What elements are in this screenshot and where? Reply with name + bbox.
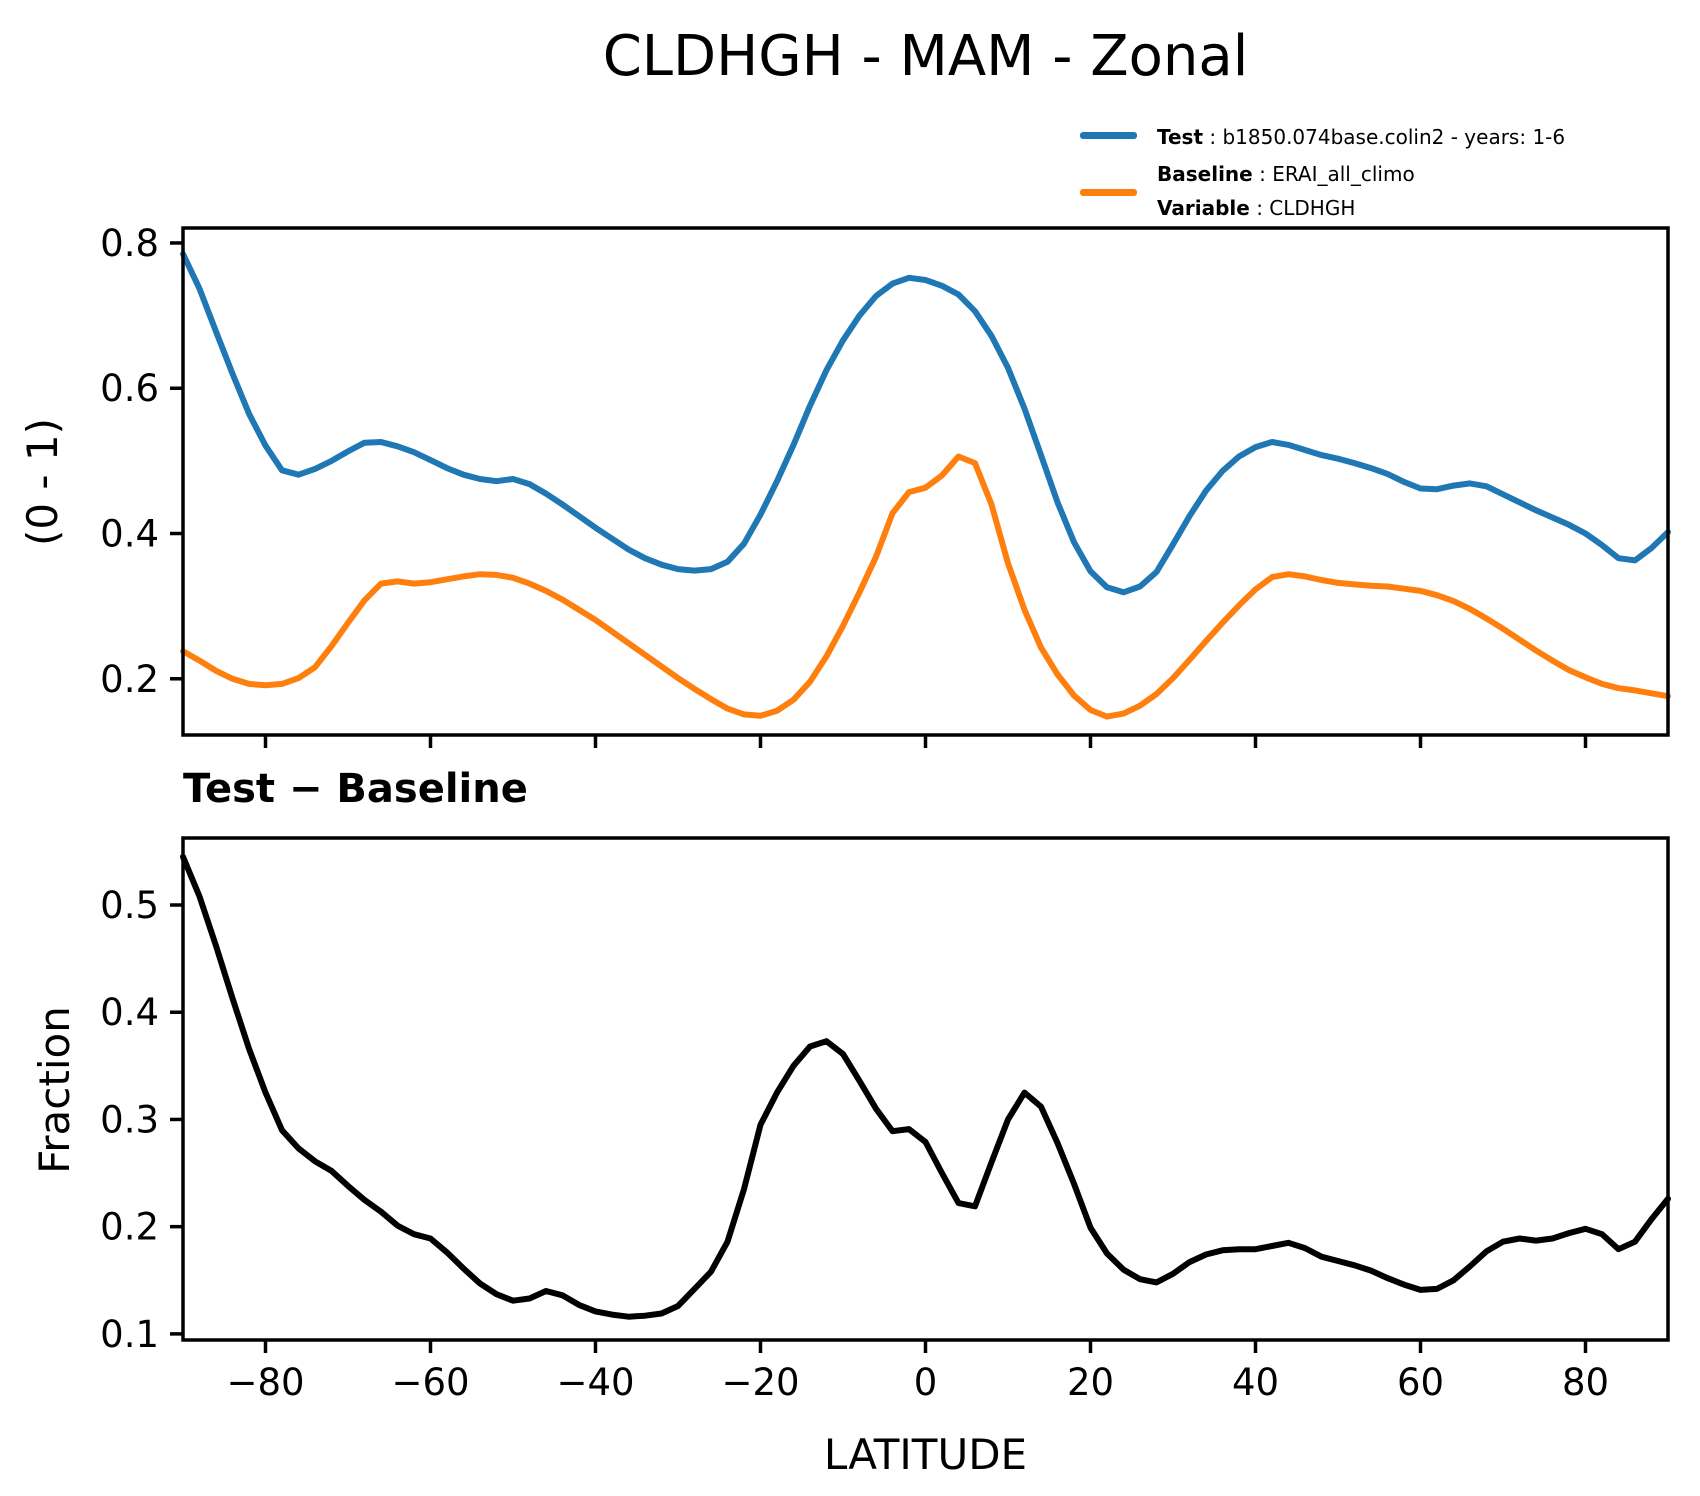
series-line-test-baseline (180, 853, 1671, 1320)
series-line-baseline (180, 453, 1671, 720)
axes-frame (181, 226, 1670, 737)
y-tick-label: 0.5 (100, 884, 159, 927)
legend-variable-entry: Variable : CLDHGH (1157, 197, 1355, 220)
bottom-y-axis-label: Fraction (30, 1006, 79, 1174)
y-tick-label: 0.3 (100, 1098, 159, 1141)
series-line-test (180, 250, 1671, 596)
legend-test-entry: Test : b1850.074base.colin2 - years: 1-6 (1157, 126, 1565, 149)
legend-baseline-label: Baseline (1157, 162, 1253, 186)
legend-baseline-value: : ERAI_all_climo (1252, 162, 1415, 186)
top-y-axis-label: (0 - 1) (18, 417, 67, 547)
legend-baseline-swatch (1080, 189, 1137, 196)
legend-test-swatch (1080, 132, 1137, 139)
legend-baseline-entry: Baseline : ERAI_all_climo (1157, 163, 1415, 186)
legend-variable-value: : CLDHGH (1249, 196, 1356, 220)
x-tick-label: −40 (556, 1361, 634, 1404)
legend-test-value: : b1850.074base.colin2 - years: 1-6 (1203, 125, 1566, 149)
legend-test-label: Test (1157, 125, 1204, 149)
x-tick-label: −80 (226, 1361, 304, 1404)
x-tick-label: −20 (721, 1361, 799, 1404)
axes-frame (181, 836, 1670, 1342)
y-tick-label: 0.8 (100, 222, 159, 265)
x-tick-label: −60 (391, 1361, 469, 1404)
y-tick-label: 0.4 (100, 513, 159, 556)
x-tick-label: 0 (914, 1361, 938, 1404)
y-tick-label: 0.2 (100, 1206, 159, 1249)
y-tick-label: 0.6 (100, 367, 159, 410)
y-tick-label: 0.1 (100, 1313, 159, 1356)
y-tick-label: 0.4 (100, 991, 159, 1034)
x-tick-label: 20 (1067, 1361, 1114, 1404)
x-tick-label: 80 (1562, 1361, 1609, 1404)
x-tick-label: 40 (1232, 1361, 1279, 1404)
x-axis-label: LATITUDE (823, 1430, 1028, 1479)
page-title: CLDHGH - MAM - Zonal (602, 24, 1249, 89)
x-tick-label: 60 (1397, 1361, 1444, 1404)
y-tick-label: 0.2 (100, 658, 159, 701)
legend-variable-label: Variable (1157, 196, 1250, 220)
difference-subtitle: Test − Baseline (183, 766, 528, 812)
